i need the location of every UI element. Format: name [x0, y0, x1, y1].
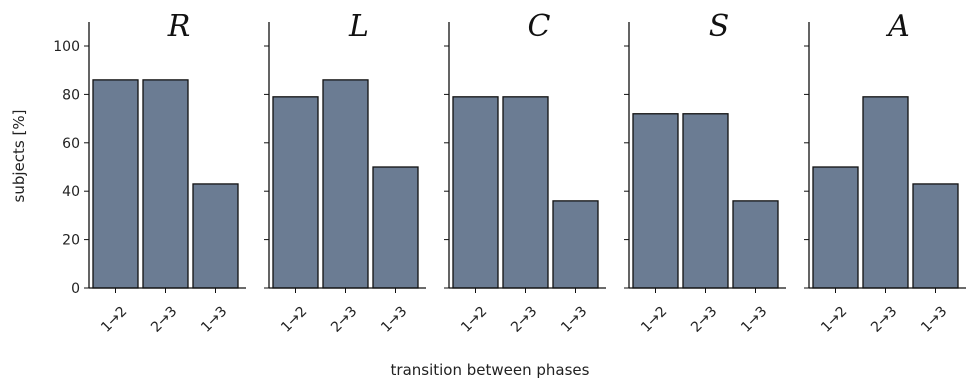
- y-tick-label: 40: [62, 184, 80, 200]
- x-tick-label: 2→3: [328, 304, 360, 336]
- y-tick-label: 0: [71, 281, 80, 297]
- x-tick-label: 2→3: [148, 304, 180, 336]
- panel-title: A: [885, 9, 910, 44]
- bar-c-2: [502, 96, 549, 289]
- panel-s: 1→2 2→3 1→3 S: [624, 9, 786, 336]
- bar-a-3: [912, 183, 959, 289]
- x-tick-label: 1→3: [738, 304, 770, 336]
- y-tick-label: 20: [62, 233, 80, 249]
- x-tick-label: 1→3: [558, 304, 590, 336]
- panel-a: 1→2 2→3 1→3 A: [804, 9, 966, 336]
- panel-title: L: [348, 9, 369, 44]
- bar-c-3: [552, 200, 599, 289]
- bar-r-2: [142, 79, 189, 289]
- x-tick-label: 1→2: [818, 304, 850, 336]
- panel-title: R: [167, 9, 191, 44]
- panel-l: 1→2 2→3 1→3 L: [264, 9, 426, 336]
- bar-c-1: [452, 96, 499, 289]
- x-axis-label: transition between phases: [391, 361, 590, 379]
- y-axis-label: subjects [%]: [10, 110, 28, 203]
- bar-s-3: [732, 200, 779, 289]
- x-tick-label: 1→3: [198, 304, 230, 336]
- x-tick-label: 1→3: [918, 304, 950, 336]
- bar-a-2: [862, 96, 909, 289]
- x-tick-label: 2→3: [688, 304, 720, 336]
- x-tick-label: 2→3: [508, 304, 540, 336]
- bar-s-2: [682, 113, 729, 289]
- bar-r-3: [192, 183, 239, 289]
- bar-l-2: [322, 79, 369, 289]
- bar-a-1: [812, 166, 859, 289]
- bar-s-1: [632, 113, 679, 289]
- x-tick-label: 1→2: [278, 304, 310, 336]
- panel-c: 1→2 2→3 1→3 C: [444, 9, 606, 336]
- x-tick-label: 1→2: [458, 304, 490, 336]
- x-tick-label: 1→3: [378, 304, 410, 336]
- x-tick-label: 2→3: [868, 304, 900, 336]
- panel-title: S: [709, 9, 730, 44]
- bar-l-3: [372, 166, 419, 289]
- bar-r-1: [92, 79, 139, 289]
- x-tick-label: 1→2: [98, 304, 130, 336]
- bar-l-1: [272, 96, 319, 289]
- x-tick-label: 1→2: [638, 304, 670, 336]
- panel-r: 0 20 40 60 80 100 1→2 2→3 1→3 R: [53, 9, 246, 336]
- y-tick-label: 100: [53, 39, 80, 55]
- y-tick-label: 80: [62, 87, 80, 103]
- panel-title: C: [528, 9, 551, 44]
- y-tick-label: 60: [62, 136, 80, 152]
